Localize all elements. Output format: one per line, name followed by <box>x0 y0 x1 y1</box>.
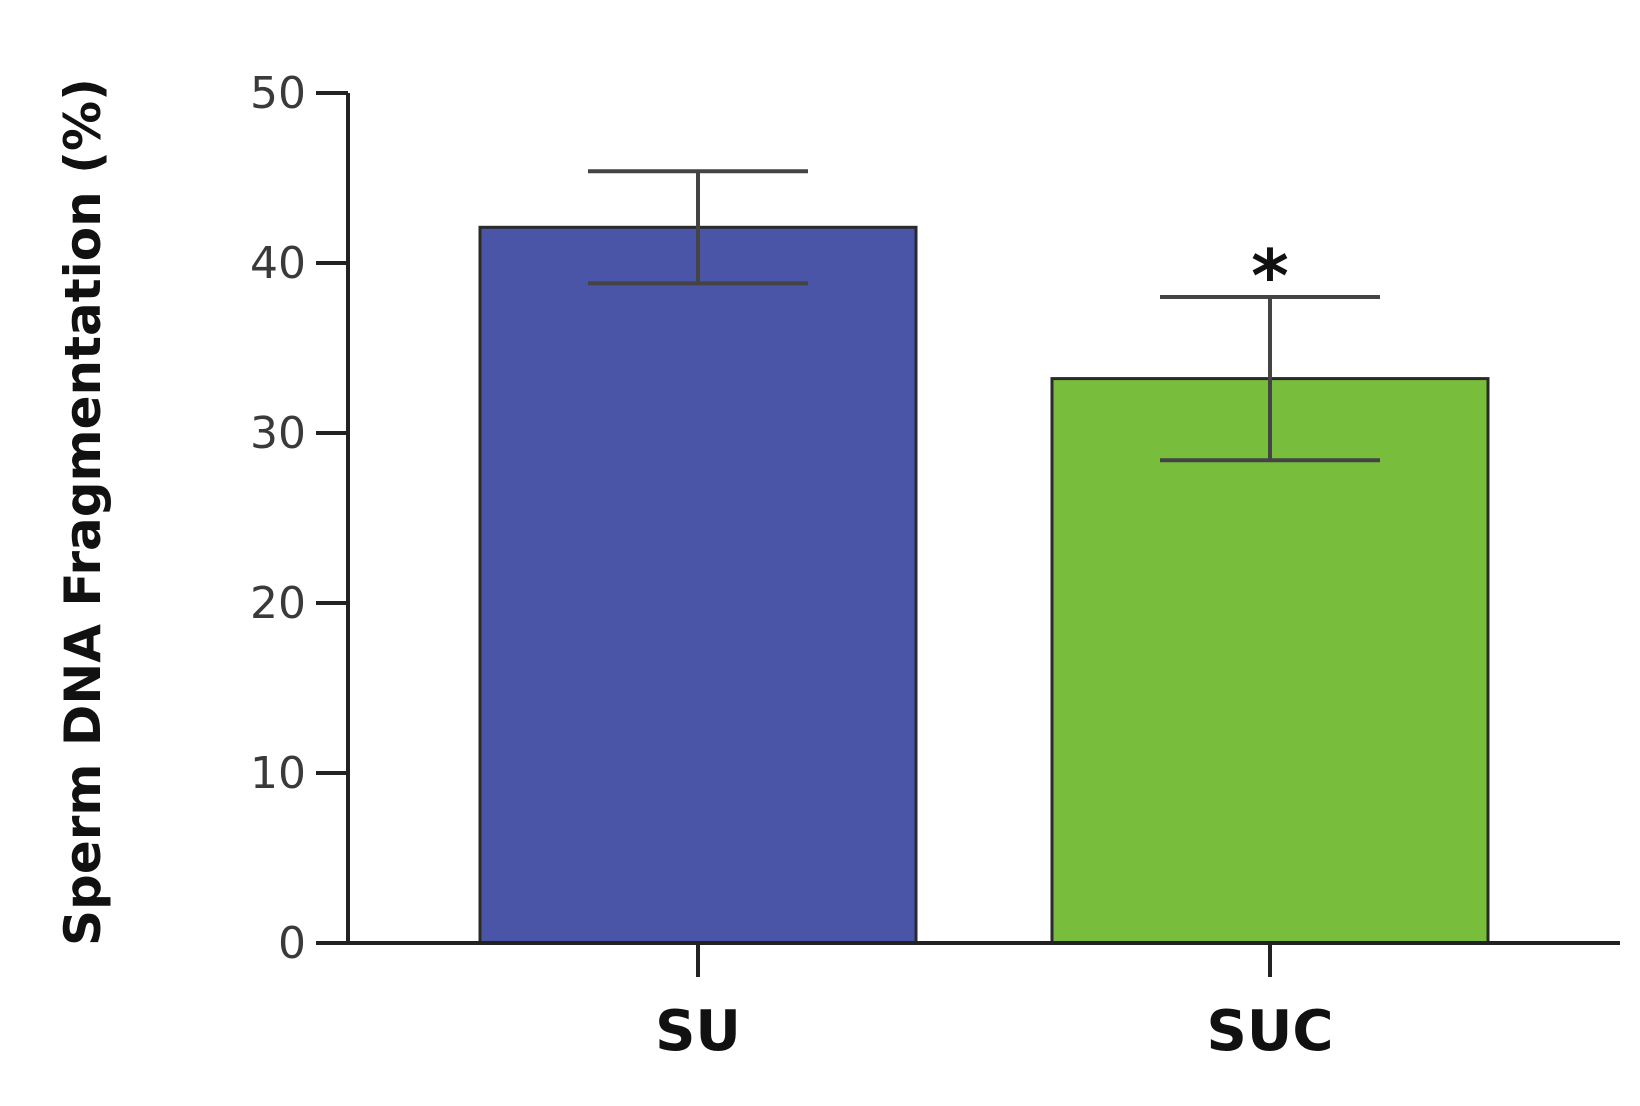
y-tick-label: 10 <box>250 748 306 799</box>
y-tick-label: 30 <box>250 408 306 459</box>
bar-su <box>478 225 918 945</box>
x-axis: SU SUC <box>316 941 1620 1064</box>
bar-suc <box>1050 377 1490 945</box>
y-tick-label: 0 <box>278 918 306 969</box>
x-tick-label-suc: SUC <box>1207 999 1334 1064</box>
x-tick-label-su: SU <box>655 999 741 1064</box>
significance-marker: * <box>1251 234 1289 318</box>
y-tick-label: 40 <box>250 238 306 289</box>
y-tick-label: 20 <box>250 578 306 629</box>
y-axis: 0 10 20 30 40 50 <box>250 68 350 969</box>
y-tick-label: 50 <box>250 68 306 119</box>
annotations: * <box>1251 234 1289 318</box>
bars <box>478 169 1490 945</box>
y-axis-title: Sperm DNA Fragmentation (%) <box>54 78 112 946</box>
